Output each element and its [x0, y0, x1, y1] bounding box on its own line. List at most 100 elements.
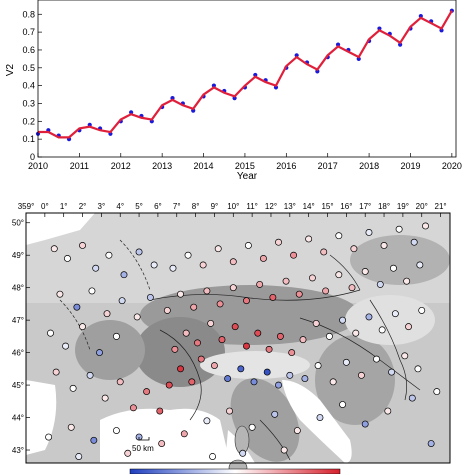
latitude-tick-label: 43° — [12, 446, 24, 455]
longitude-tick-label: 18° — [378, 202, 390, 211]
station-marker — [177, 365, 184, 373]
longitude-tick-label: 7° — [173, 202, 181, 211]
station-marker — [218, 336, 226, 344]
mediterranean-sea — [100, 408, 230, 463]
station-marker — [88, 287, 96, 295]
station-marker — [163, 306, 171, 314]
x-tick-label: 2013 — [152, 161, 172, 171]
station-marker — [79, 242, 86, 249]
x-tick-label: 2011 — [70, 161, 89, 171]
station-marker — [418, 306, 426, 314]
scale-bar-label: 50 km — [132, 444, 154, 453]
station-marker — [158, 440, 166, 447]
station-marker — [410, 238, 418, 246]
colorbar-gradient — [129, 468, 341, 474]
longitude-tick-label: 4° — [116, 202, 124, 211]
data-point — [294, 53, 299, 58]
latitude-tick-label: 48° — [12, 284, 24, 293]
station-marker — [265, 345, 273, 353]
station-marker — [350, 245, 358, 253]
data-point — [418, 13, 423, 19]
data-point — [253, 72, 258, 78]
station-marker — [361, 267, 369, 275]
station-marker — [290, 251, 298, 259]
station-marker — [203, 287, 211, 295]
fault-line — [259, 419, 291, 461]
station-marker — [231, 323, 239, 331]
x-tick-label: 2017 — [318, 161, 338, 171]
longitude-tick-label: 12° — [265, 202, 277, 211]
latitude-tick-label: 45° — [12, 381, 24, 390]
latitude-tick-label: 49° — [12, 251, 24, 260]
y-tick-label: 0 — [30, 152, 35, 162]
y-tick-label: 0.5 — [22, 63, 35, 73]
data-point — [315, 69, 320, 74]
adriatic-sea — [282, 380, 352, 463]
station-marker — [73, 303, 81, 311]
station-marker — [395, 225, 403, 233]
scale-bar-line — [138, 437, 150, 441]
station-marker — [244, 242, 252, 249]
station-marker — [408, 394, 416, 402]
station-marker — [105, 251, 113, 259]
y-tick-label: 0.4 — [22, 81, 35, 91]
station-marker — [295, 290, 303, 298]
station-marker — [45, 433, 53, 441]
station-marker — [391, 310, 399, 318]
longitude-tick-label: 9° — [211, 202, 219, 211]
colorbar — [129, 468, 341, 474]
station-marker — [269, 293, 277, 301]
longitude-tick-label: 8° — [192, 202, 200, 211]
x-tick-label: 2010 — [28, 161, 48, 171]
map-panel: 359° 0° 1° 2° 3° 4° 5° 6° 7° 8° 9° 10° 11° 12° 13° 14° 1… — [12, 202, 451, 474]
station-marker — [86, 371, 94, 379]
x-tick-label: 2015 — [235, 161, 255, 171]
station-marker — [210, 362, 218, 370]
station-marker — [433, 388, 441, 396]
station-marker — [56, 290, 64, 298]
timeseries-x-ticks: 2010 2011 2012 2013 2014 2015 2016 2017 2018 2019… — [28, 153, 462, 171]
station-marker — [390, 264, 397, 272]
station-marker — [403, 277, 411, 285]
station-marker — [50, 245, 58, 253]
data-point — [211, 83, 216, 88]
station-marker — [133, 313, 141, 321]
longitude-tick-label: 0° — [41, 202, 49, 211]
latitude-tick-label: 50° — [12, 219, 24, 228]
station-marker — [207, 319, 215, 327]
station-marker — [299, 336, 307, 344]
station-marker — [288, 349, 296, 357]
smoothed-trend-line — [38, 10, 453, 139]
longitude-tick-label: 16° — [340, 202, 352, 211]
station-marker — [239, 449, 247, 457]
station-marker — [316, 414, 324, 421]
station-marker — [197, 355, 205, 363]
station-marker — [322, 287, 330, 295]
station-marker — [243, 297, 250, 305]
station-marker — [373, 355, 380, 363]
station-marker — [226, 407, 233, 415]
longitude-tick-label: 19° — [397, 202, 409, 211]
y-tick-label: 0.6 — [22, 45, 35, 55]
station-marker — [190, 303, 198, 311]
longitude-tick-label: 10° — [227, 202, 239, 211]
timeseries-panel: 2010 2011 2012 2013 2014 2015 2016 2017 2018 2019… — [5, 0, 462, 182]
station-marker — [96, 349, 103, 357]
station-marker — [352, 329, 360, 337]
station-marker — [182, 329, 190, 337]
station-marker — [165, 381, 173, 389]
longitude-tick-label: 359° — [18, 202, 35, 211]
data-point — [377, 26, 382, 31]
scale-bar: 50 km — [132, 437, 154, 453]
station-marker — [276, 332, 284, 340]
station-marker — [250, 378, 258, 386]
station-marker — [280, 446, 288, 454]
station-marker — [325, 332, 333, 340]
fault-line — [159, 329, 202, 421]
station-marker — [388, 368, 396, 376]
station-marker — [380, 242, 388, 249]
station-marker — [314, 362, 322, 370]
station-marker — [169, 264, 177, 272]
station-marker — [62, 342, 70, 350]
